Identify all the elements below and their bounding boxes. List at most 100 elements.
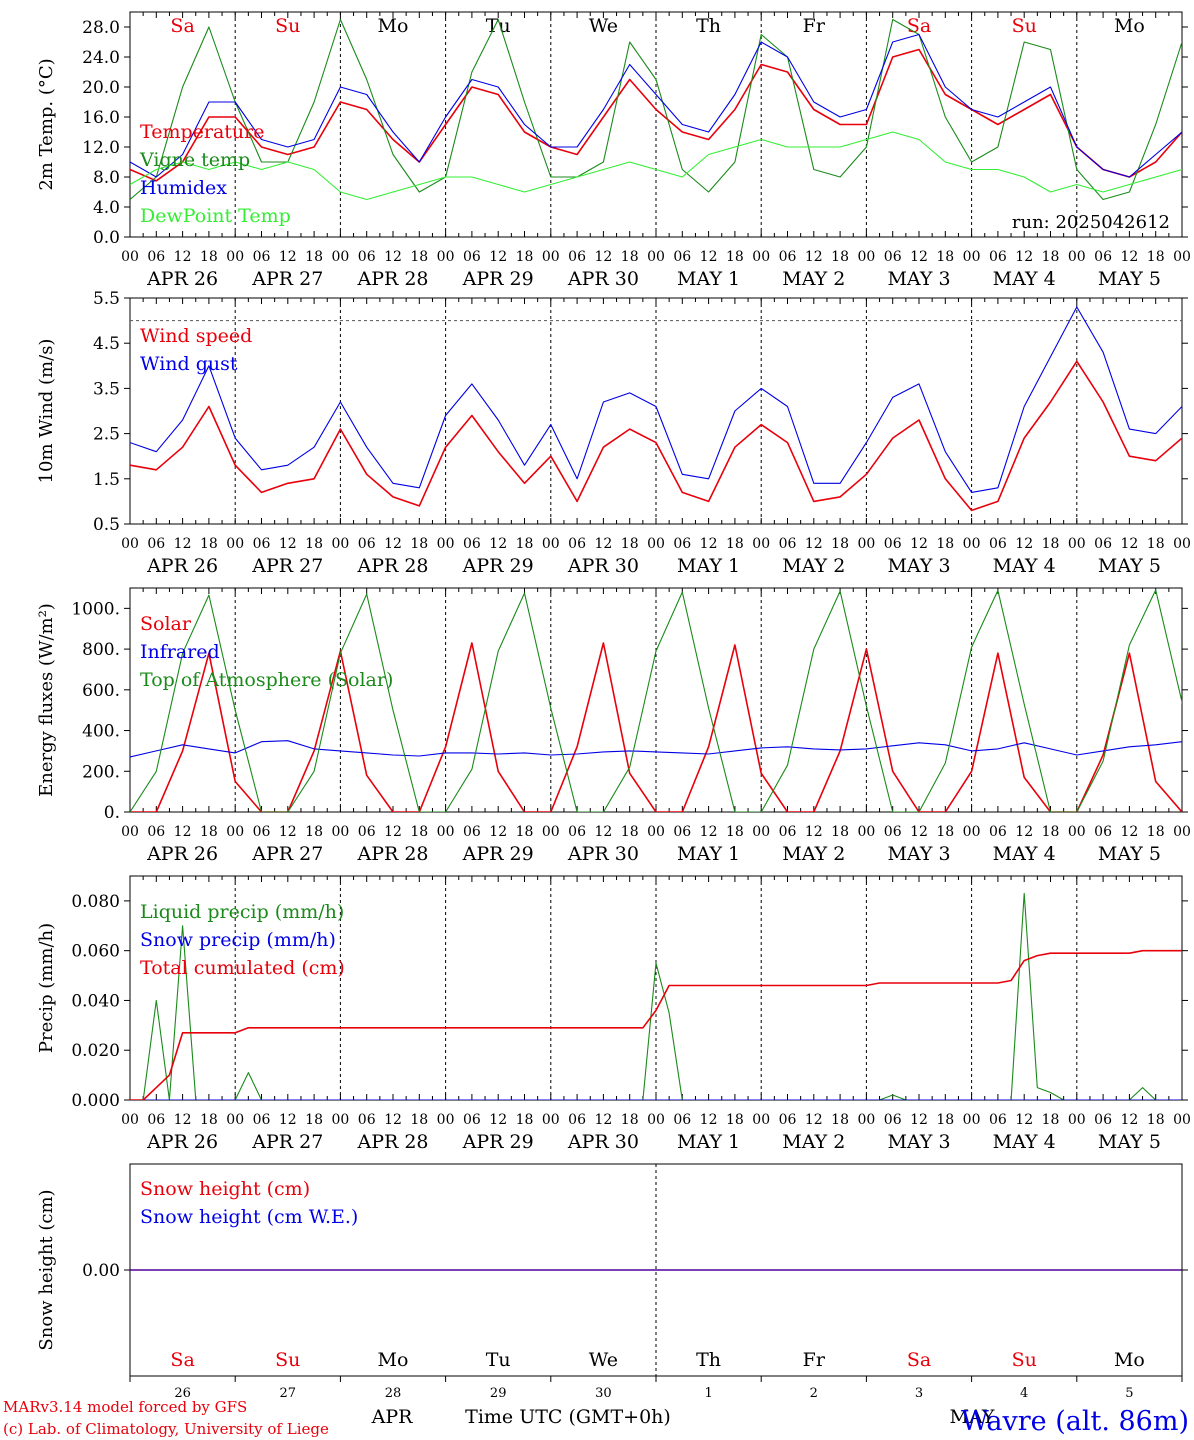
- hour-label: 12: [1120, 1112, 1138, 1128]
- hour-label: 00: [542, 536, 560, 552]
- hour-label: 00: [647, 536, 665, 552]
- y-tick-label: 0.000: [71, 1091, 120, 1111]
- series-line-solar: [130, 642, 1182, 812]
- series-line-wind-speed: [130, 360, 1182, 512]
- hour-label: 06: [779, 1112, 797, 1128]
- hour-label: 18: [726, 1112, 744, 1128]
- hour-label: 12: [594, 249, 612, 265]
- hour-label: 00: [121, 824, 139, 840]
- hour-label: 00: [121, 536, 139, 552]
- hour-label: 18: [726, 824, 744, 840]
- hour-label: 00: [121, 249, 139, 265]
- hour-label: 06: [147, 1112, 165, 1128]
- date-label: MAY 5: [1098, 555, 1161, 577]
- y-tick-label: 2.5: [93, 425, 120, 445]
- hour-label: 00: [752, 249, 770, 265]
- day-name-fr: Fr: [803, 1349, 826, 1371]
- hour-label: 12: [910, 536, 928, 552]
- date-label: APR 30: [567, 555, 639, 577]
- y-tick-label: 0.5: [93, 515, 120, 535]
- day-number: 2: [810, 1386, 818, 1401]
- hour-label: 12: [1120, 249, 1138, 265]
- hour-label: 12: [910, 824, 928, 840]
- hour-label: 18: [1147, 1112, 1165, 1128]
- legend-snow-height-cm-w-e: Snow height (cm W.E.): [140, 1206, 358, 1228]
- y-tick-label: 4.0: [93, 198, 120, 218]
- hour-label: 18: [200, 536, 218, 552]
- hour-label: 00: [226, 824, 244, 840]
- hour-label: 12: [805, 249, 823, 265]
- hour-label: 18: [936, 536, 954, 552]
- hour-label: 00: [963, 536, 981, 552]
- y-tick-label: 0.060: [71, 942, 120, 962]
- hour-label: 18: [516, 1112, 534, 1128]
- y-tick-label: 24.0: [82, 48, 120, 68]
- day-name-tu: Tu: [486, 15, 511, 37]
- hour-label: 12: [700, 249, 718, 265]
- day-name-th: Th: [696, 1349, 721, 1371]
- hour-label: 06: [568, 1112, 586, 1128]
- hour-label: 06: [147, 249, 165, 265]
- hour-label: 06: [884, 536, 902, 552]
- hour-label: 00: [963, 1112, 981, 1128]
- hour-label: 06: [253, 1112, 271, 1128]
- hour-label: 00: [647, 249, 665, 265]
- day-name-su: Su: [275, 1349, 300, 1371]
- day-number: 29: [490, 1386, 507, 1401]
- hour-label: 18: [726, 249, 744, 265]
- hour-label: 06: [463, 249, 481, 265]
- date-label: MAY 2: [782, 555, 845, 577]
- hour-label: 18: [305, 249, 323, 265]
- series-line-humidex: [130, 33, 1182, 178]
- legend-infrared: Infrared: [140, 641, 220, 663]
- hour-label: 18: [516, 249, 534, 265]
- date-label: MAY 4: [993, 555, 1056, 577]
- day-number: 27: [280, 1386, 297, 1401]
- day-number: 26: [174, 1386, 191, 1401]
- series-group: [130, 306, 1182, 512]
- hour-label: 18: [200, 1112, 218, 1128]
- date-label: APR 29: [462, 268, 534, 290]
- series-line-top-of-atmosphere-solar: [130, 589, 1182, 812]
- y-axis-label: 2m Temp. (°C): [36, 58, 57, 190]
- panel-1: 0.0 4.0 8.0 12.0 16.0 20.0 24.0 28.0 2m Temp. (°…: [36, 11, 1191, 290]
- hour-label: 00: [752, 824, 770, 840]
- hour-label: 12: [174, 824, 192, 840]
- run-label: run: 2025042612: [1012, 212, 1170, 233]
- hour-label: 12: [910, 1112, 928, 1128]
- hour-label: 00: [1068, 1112, 1086, 1128]
- hour-label: 00: [226, 536, 244, 552]
- hour-label: 18: [831, 824, 849, 840]
- y-tick-label: 20.0: [82, 78, 120, 98]
- day-number: 28: [385, 1386, 402, 1401]
- date-label: APR 27: [251, 1131, 323, 1153]
- panel-4: 0.000 0.020 0.040 0.060 0.080 Precip (mm/h) 00…: [36, 875, 1191, 1153]
- hour-label: 00: [437, 536, 455, 552]
- footer-model-credit: MARv3.14 model forced by GFS: [3, 1398, 247, 1416]
- hour-label: 12: [1015, 824, 1033, 840]
- day-name-fr: Fr: [803, 15, 826, 37]
- y-tick-label: 8.0: [93, 168, 120, 188]
- hour-label: 06: [673, 1112, 691, 1128]
- hour-label: 06: [463, 536, 481, 552]
- hour-label: 00: [963, 824, 981, 840]
- date-label: MAY 4: [993, 843, 1056, 865]
- hour-label: 06: [779, 536, 797, 552]
- series-line-liquid-precip-mm-h: [130, 892, 1182, 1100]
- day-name-we: We: [589, 1349, 618, 1371]
- date-label: APR 29: [462, 555, 534, 577]
- hour-label: 18: [410, 824, 428, 840]
- hour-label: 06: [884, 824, 902, 840]
- legend-dewpoint-temp: DewPoint Temp: [140, 205, 291, 227]
- legend-wind-speed: Wind speed: [140, 325, 252, 347]
- date-label: APR 30: [567, 843, 639, 865]
- legend-temperature: Temperature: [140, 121, 264, 143]
- hour-label: 12: [1015, 536, 1033, 552]
- legend-total-cumulated-cm: Total cumulated (cm): [140, 957, 345, 979]
- hour-label: 18: [621, 824, 639, 840]
- hour-label: 06: [463, 1112, 481, 1128]
- hour-label: 12: [700, 824, 718, 840]
- hour-label: 12: [1120, 824, 1138, 840]
- footer-lab-credit: (c) Lab. of Climatology, University of L…: [3, 1420, 329, 1438]
- date-label: APR 26: [146, 555, 218, 577]
